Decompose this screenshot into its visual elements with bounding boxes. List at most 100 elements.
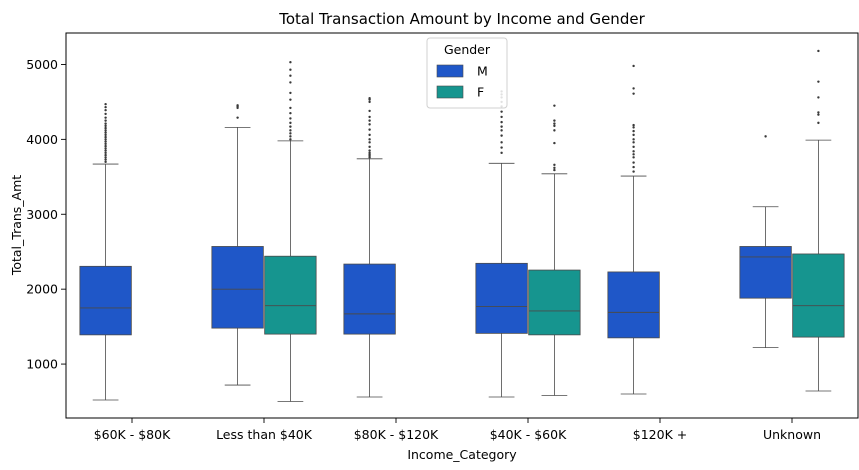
series-f-outlier-point bbox=[817, 49, 820, 53]
series-f-outlier-point bbox=[289, 106, 292, 110]
legend-title: Gender bbox=[444, 42, 491, 57]
series-m-outlier-point bbox=[104, 102, 107, 106]
series-f-outlier-point bbox=[289, 121, 292, 125]
series-f-outlier-point bbox=[289, 117, 292, 120]
series-f-outlier-point bbox=[817, 111, 820, 114]
series-m-outlier-point bbox=[500, 129, 503, 132]
plot-frame bbox=[65, 32, 859, 419]
legend-label-f: F bbox=[477, 85, 484, 100]
series-m-outlier-point bbox=[104, 108, 107, 112]
series-m-box bbox=[607, 271, 660, 339]
series-m-outlier-point bbox=[632, 138, 635, 141]
series-f-outlier-point bbox=[289, 129, 292, 132]
series-m-outlier-point bbox=[632, 133, 635, 137]
series-m-outlier-point bbox=[368, 149, 371, 152]
series-m-outlier-point bbox=[104, 144, 107, 148]
series-m-outlier-point bbox=[764, 135, 767, 138]
series-f-box-group bbox=[792, 49, 845, 392]
series-m-outlier-point bbox=[632, 145, 635, 149]
series-m-outlier-point bbox=[368, 133, 371, 137]
series-m-outlier-point bbox=[632, 129, 635, 133]
series-f-box bbox=[792, 253, 845, 338]
series-m-box-group bbox=[475, 90, 528, 398]
series-m-outlier-point bbox=[104, 160, 107, 164]
series-m-outlier-point bbox=[104, 149, 107, 152]
series-m-outlier-point bbox=[632, 153, 635, 156]
legend: Gender MF bbox=[426, 37, 508, 109]
y-tick-label: 2000 bbox=[26, 282, 58, 297]
series-m-outlier-point bbox=[500, 151, 503, 155]
series-m-outlier-point bbox=[500, 110, 503, 113]
series-m-box bbox=[79, 265, 132, 336]
series-m-outlier-point bbox=[368, 151, 371, 155]
series-m-outlier-point bbox=[632, 92, 635, 95]
series-f-outlier-point bbox=[553, 122, 556, 125]
y-axis-label: Total_Trans_Amt bbox=[9, 175, 24, 276]
series-f-outlier-point bbox=[817, 80, 820, 83]
series-m-box bbox=[475, 262, 528, 334]
series-f-outlier-point bbox=[289, 111, 292, 115]
series-m-outlier-point bbox=[104, 138, 107, 141]
series-m-outlier-point bbox=[632, 64, 635, 68]
series-m-outlier-point bbox=[368, 138, 371, 141]
series-m-box bbox=[739, 246, 792, 299]
series-f-box bbox=[528, 269, 581, 336]
series-m-outlier-point bbox=[236, 116, 239, 119]
series-m-outlier-point bbox=[368, 128, 371, 131]
series-m-box-group bbox=[343, 96, 396, 398]
series-f-outlier-point bbox=[289, 91, 292, 95]
series-f-outlier-point bbox=[553, 141, 556, 145]
series-m-outlier-point bbox=[368, 141, 371, 144]
series-m-outlier-point bbox=[368, 100, 371, 104]
series-m-outlier-point bbox=[104, 135, 107, 139]
series-m-outlier-point bbox=[500, 115, 503, 119]
legend-swatch-f bbox=[436, 85, 464, 99]
series-m-outlier-point bbox=[368, 96, 371, 100]
series-f-outlier-point bbox=[289, 81, 292, 84]
series-f-outlier-point bbox=[553, 124, 556, 128]
x-tick-label: $80K - $120K bbox=[354, 427, 439, 442]
series-m-outlier-point bbox=[104, 122, 107, 125]
series-m-outlier-point bbox=[632, 165, 635, 169]
series-m-outlier-point bbox=[104, 126, 107, 130]
series-f-box bbox=[264, 255, 317, 335]
x-tick-label: $120K + bbox=[633, 427, 687, 442]
series-m-outlier-point bbox=[104, 147, 107, 150]
x-tick-label: $60K - $80K bbox=[94, 427, 171, 442]
series-f-outlier-point bbox=[553, 168, 556, 172]
series-m-outlier-point bbox=[368, 145, 371, 149]
series-f-outlier-point bbox=[817, 96, 820, 99]
legend-label-m: M bbox=[477, 64, 488, 79]
series-f-outlier-point bbox=[289, 74, 292, 77]
y-tick-label: 1000 bbox=[26, 357, 58, 372]
series-m-outlier-point bbox=[104, 124, 107, 128]
y-tick-label: 3000 bbox=[26, 207, 58, 222]
series-m-box bbox=[211, 246, 264, 329]
x-axis-label: Income_Category bbox=[407, 447, 517, 462]
series-m-outlier-point bbox=[104, 116, 107, 119]
series-f-box-group bbox=[264, 61, 317, 402]
series-m-outlier-point bbox=[500, 125, 503, 128]
legend-swatch-m bbox=[436, 64, 464, 78]
plot-area: 1000 2000 3000 4000 5000 $60K - $80K Less than… bbox=[26, 32, 859, 442]
series-f-outlier-point bbox=[289, 132, 292, 135]
series-m-outlier-point bbox=[104, 142, 107, 146]
series-m-box bbox=[343, 263, 396, 335]
series-m-outlier-point bbox=[104, 133, 107, 137]
series-m-outlier-point bbox=[632, 141, 635, 144]
series-m-outlier-point bbox=[368, 123, 371, 126]
series-m-outlier-point bbox=[104, 119, 107, 122]
series-m-outlier-point bbox=[236, 104, 239, 107]
series-m-outlier-point bbox=[500, 120, 503, 124]
series-m-outlier-point bbox=[104, 131, 107, 134]
series-m-outlier-point bbox=[632, 126, 635, 129]
series-m-outlier-point bbox=[632, 123, 635, 127]
series-f-outlier-point bbox=[817, 113, 820, 116]
series-m-outlier-point bbox=[632, 87, 635, 90]
series-f-outlier-point bbox=[289, 138, 292, 141]
series-f-outlier-point bbox=[289, 135, 292, 138]
series-m-outlier-point bbox=[104, 105, 107, 109]
y-tick-label: 5000 bbox=[26, 57, 58, 72]
series-m-outlier-point bbox=[368, 109, 371, 113]
